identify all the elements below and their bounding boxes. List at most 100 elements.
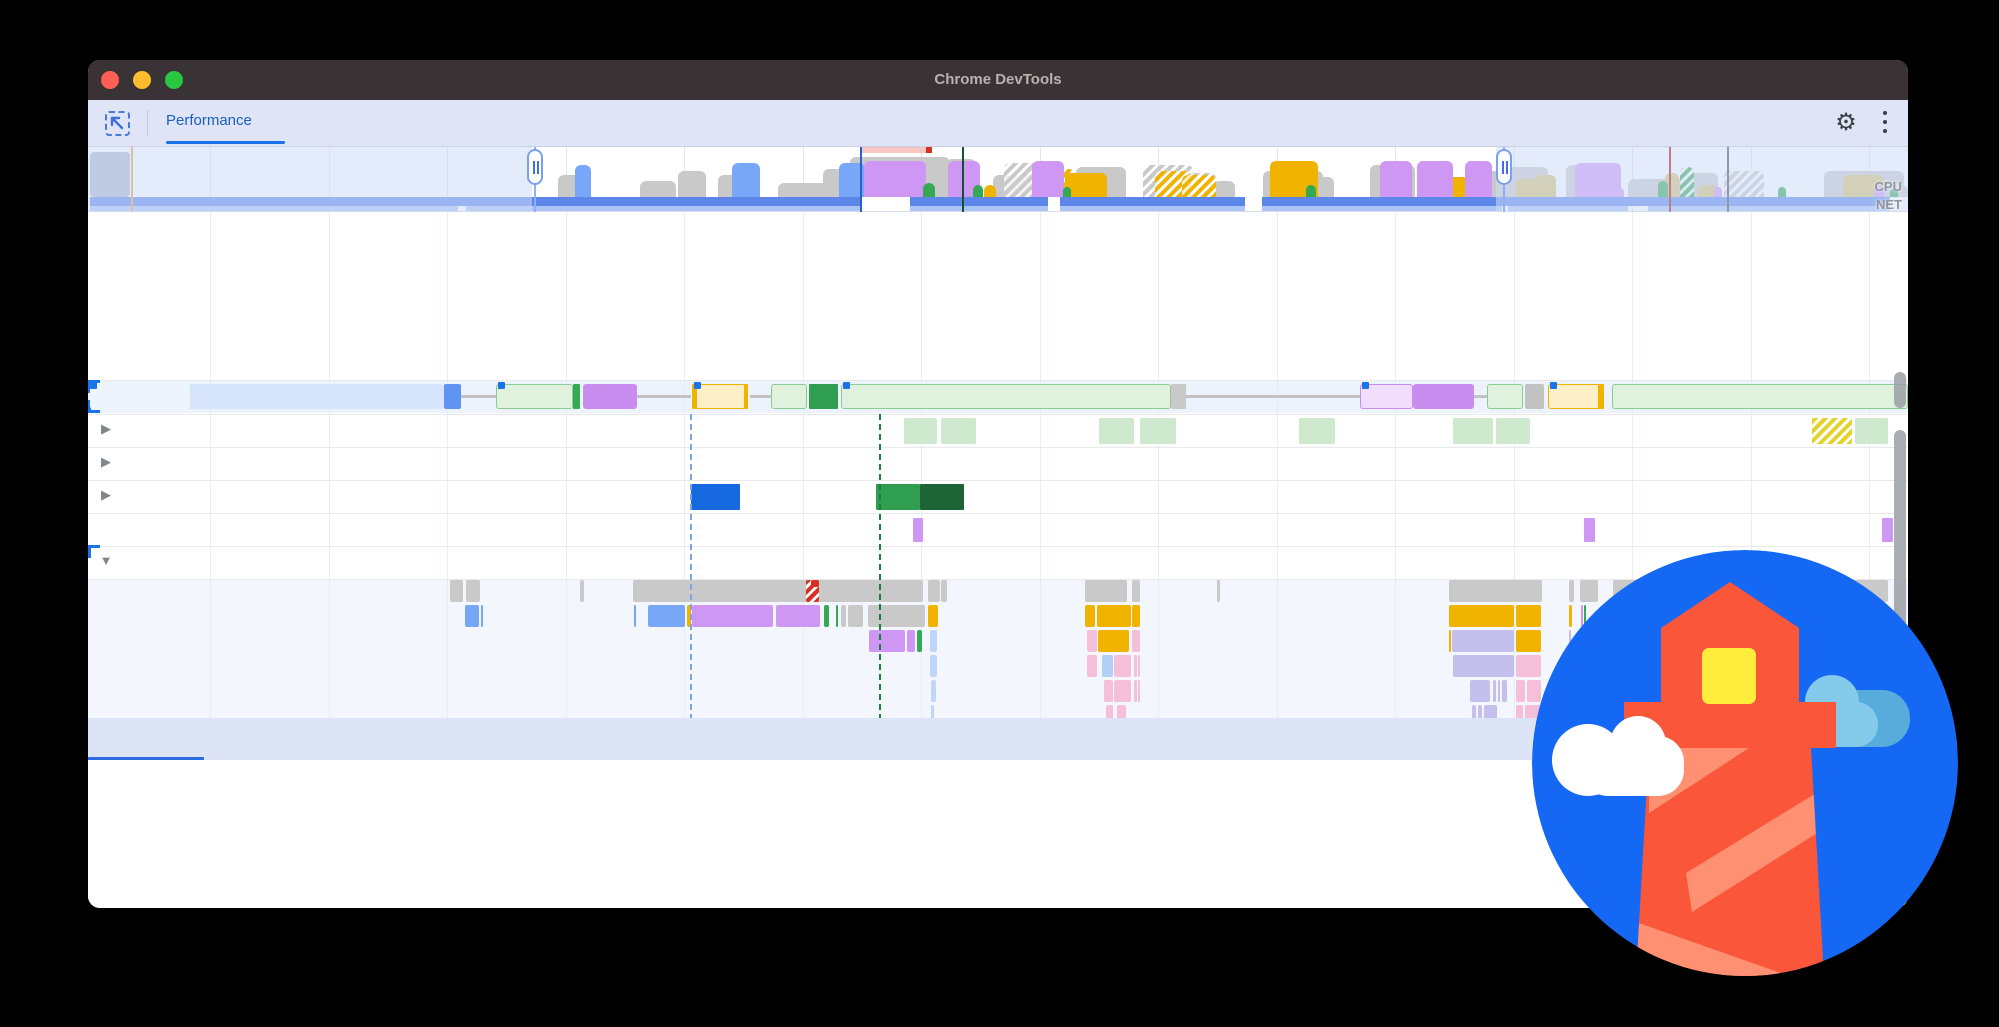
close-button[interactable] bbox=[101, 71, 119, 89]
flame-event-bar[interactable] bbox=[1449, 630, 1451, 652]
flame-event-bar[interactable] bbox=[1516, 630, 1541, 652]
flame-event-bar[interactable] bbox=[811, 580, 819, 587]
flame-event-bar[interactable] bbox=[869, 630, 905, 652]
track-event-bar[interactable] bbox=[744, 384, 748, 409]
flame-event-bar[interactable] bbox=[580, 580, 584, 602]
track-event-bar[interactable] bbox=[583, 384, 637, 409]
more-options-icon[interactable] bbox=[1876, 110, 1894, 136]
track-event-bar[interactable] bbox=[637, 395, 691, 398]
track-event-bar[interactable] bbox=[876, 484, 920, 510]
flame-event-bar[interactable] bbox=[687, 605, 691, 627]
scrollbar-thumb[interactable] bbox=[1894, 430, 1906, 630]
flame-event-bar[interactable] bbox=[1525, 705, 1541, 718]
flame-event-bar[interactable] bbox=[1085, 580, 1127, 602]
track-event-bar[interactable] bbox=[1140, 418, 1176, 444]
flame-event-bar[interactable] bbox=[931, 680, 936, 702]
zoom-button[interactable] bbox=[165, 71, 183, 89]
track-event-bar[interactable] bbox=[1882, 518, 1893, 542]
track-event-bar[interactable] bbox=[461, 395, 496, 398]
track-event-bar[interactable] bbox=[1362, 382, 1369, 389]
flame-event-bar[interactable] bbox=[1584, 605, 1586, 627]
track-event-bar[interactable] bbox=[941, 418, 976, 444]
flame-event-bar[interactable] bbox=[1502, 680, 1507, 702]
track-event-bar[interactable] bbox=[750, 395, 771, 398]
flame-event-bar[interactable] bbox=[1453, 655, 1514, 677]
track-event-bar[interactable] bbox=[90, 382, 97, 389]
flame-event-bar[interactable] bbox=[917, 630, 922, 652]
flame-event-bar[interactable] bbox=[824, 605, 829, 627]
flame-event-bar[interactable] bbox=[1527, 680, 1541, 702]
track-event-bar[interactable] bbox=[841, 384, 1171, 409]
timeline-overview[interactable]: CPU NET bbox=[88, 147, 1908, 212]
flame-event-bar[interactable] bbox=[1132, 605, 1140, 627]
flame-event-bar[interactable] bbox=[1114, 655, 1131, 677]
flame-event-bar[interactable] bbox=[1478, 705, 1482, 718]
expand-arrow-icon[interactable]: ▶ bbox=[101, 487, 111, 502]
minimize-button[interactable] bbox=[133, 71, 151, 89]
track-event-bar[interactable] bbox=[1496, 418, 1530, 444]
flame-event-bar[interactable] bbox=[868, 605, 925, 627]
track-event-bar[interactable] bbox=[573, 384, 580, 409]
track-event-bar[interactable] bbox=[692, 384, 697, 409]
track-event-bar[interactable] bbox=[809, 384, 838, 409]
flame-event-bar[interactable] bbox=[1138, 680, 1140, 702]
flame-event-bar[interactable] bbox=[1102, 655, 1113, 677]
settings-gear-icon[interactable]: ⚙ bbox=[1835, 109, 1857, 136]
flame-event-bar[interactable] bbox=[1569, 630, 1571, 652]
scrollbar-thumb[interactable] bbox=[1894, 372, 1906, 408]
flame-event-bar[interactable] bbox=[1097, 605, 1131, 627]
track-event-bar[interactable] bbox=[1598, 384, 1604, 409]
flame-event-bar[interactable] bbox=[465, 605, 479, 627]
flame-event-bar[interactable] bbox=[1452, 630, 1514, 652]
track-event-bar[interactable] bbox=[1855, 418, 1888, 444]
flame-event-bar[interactable] bbox=[1449, 580, 1542, 602]
range-handle[interactable] bbox=[527, 149, 543, 185]
flame-event-bar[interactable] bbox=[1087, 630, 1097, 652]
track-event-bar[interactable] bbox=[1584, 518, 1595, 542]
flame-event-bar[interactable] bbox=[941, 580, 947, 602]
flame-event-bar[interactable] bbox=[841, 605, 846, 627]
flame-event-bar[interactable] bbox=[466, 580, 480, 602]
flame-event-bar[interactable] bbox=[928, 580, 940, 602]
track-event-bar[interactable] bbox=[1453, 418, 1493, 444]
flame-event-bar[interactable] bbox=[1493, 680, 1496, 702]
flame-event-bar[interactable] bbox=[1106, 705, 1113, 718]
track-event-bar[interactable] bbox=[498, 382, 505, 389]
flame-event-bar[interactable] bbox=[848, 605, 863, 627]
track-event-bar[interactable] bbox=[694, 382, 701, 389]
flame-event-bar[interactable] bbox=[1085, 605, 1095, 627]
flame-event-bar[interactable] bbox=[692, 605, 773, 627]
expand-arrow-icon[interactable]: ▶ bbox=[101, 421, 111, 436]
expand-arrow-icon[interactable]: ▶ bbox=[101, 454, 111, 469]
track-event-bar[interactable] bbox=[1548, 384, 1603, 409]
flame-event-bar[interactable] bbox=[1114, 680, 1131, 702]
track-event-bar[interactable] bbox=[1474, 395, 1487, 398]
track-event-bar[interactable] bbox=[1487, 384, 1523, 409]
flame-event-bar[interactable] bbox=[1117, 705, 1126, 718]
flame-event-bar[interactable] bbox=[1132, 580, 1140, 602]
flame-event-bar[interactable] bbox=[1217, 580, 1220, 602]
flame-event-bar[interactable] bbox=[634, 605, 636, 627]
flame-event-bar[interactable] bbox=[633, 580, 923, 602]
track-event-bar[interactable] bbox=[1099, 418, 1134, 444]
flame-event-bar[interactable] bbox=[1134, 680, 1137, 702]
flame-event-bar[interactable] bbox=[1472, 705, 1476, 718]
track-event-bar[interactable] bbox=[1413, 384, 1474, 409]
track-event-bar[interactable] bbox=[444, 384, 461, 409]
flame-event-bar[interactable] bbox=[1516, 605, 1541, 627]
flame-event-bar[interactable] bbox=[1098, 630, 1129, 652]
flame-event-bar[interactable] bbox=[1132, 630, 1140, 652]
flame-event-bar[interactable] bbox=[776, 605, 820, 627]
flame-event-bar[interactable] bbox=[1449, 605, 1514, 627]
track-event-bar[interactable] bbox=[1171, 384, 1186, 409]
flame-event-bar[interactable] bbox=[930, 630, 937, 652]
flame-event-bar[interactable] bbox=[1498, 680, 1500, 702]
tab-performance[interactable]: Performance bbox=[166, 112, 252, 129]
flame-event-bar[interactable] bbox=[481, 605, 483, 627]
flame-event-bar[interactable] bbox=[648, 605, 685, 627]
track-event-bar[interactable] bbox=[1299, 418, 1335, 444]
track-event-bar[interactable] bbox=[913, 518, 923, 542]
collapse-arrow-icon[interactable]: ▼ bbox=[99, 553, 113, 568]
track-event-bar[interactable] bbox=[771, 384, 807, 409]
flame-event-bar[interactable] bbox=[836, 605, 838, 627]
